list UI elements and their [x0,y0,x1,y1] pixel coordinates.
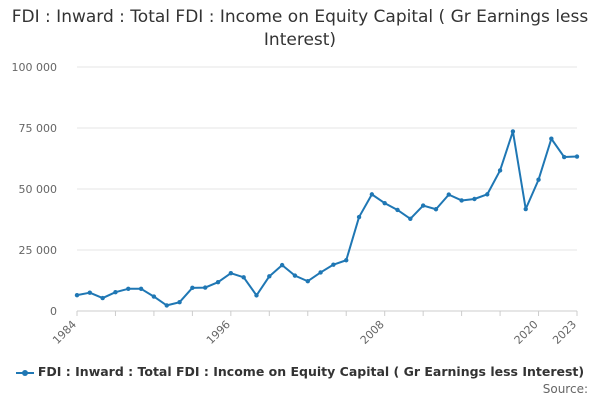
data-point[interactable] [561,154,567,160]
data-point[interactable] [74,292,80,298]
data-point[interactable] [420,203,426,208]
data-point[interactable] [292,273,298,278]
data-point[interactable] [446,192,451,197]
data-point[interactable] [177,300,182,305]
y-tick-label: 25 000 [19,244,58,257]
data-point[interactable] [497,168,503,173]
data-point[interactable] [459,198,464,203]
data-point[interactable] [485,192,490,197]
data-point[interactable] [382,200,387,206]
data-point[interactable] [228,270,234,276]
data-point[interactable] [87,290,93,295]
data-point[interactable] [549,136,554,141]
y-tick-label: 75 000 [19,122,58,135]
data-point[interactable] [241,275,246,280]
data-point[interactable] [344,258,349,263]
data-point[interactable] [203,285,208,290]
data-point[interactable] [523,206,528,212]
data-point[interactable] [395,207,400,213]
y-tick-label: 100 000 [12,61,58,74]
data-point[interactable] [279,262,285,268]
y-tick-label: 0 [50,305,57,318]
x-tick-label: 2008 [358,318,387,347]
legend[interactable]: FDI : Inward : Total FDI : Income on Equ… [0,364,600,379]
source-label[interactable]: Source: [542,382,588,396]
data-point[interactable] [164,303,169,308]
data-point[interactable] [215,280,221,285]
data-point[interactable] [510,129,516,134]
data-point[interactable] [369,192,375,197]
data-point[interactable] [113,290,118,295]
grid-lines [77,66,577,251]
data-point[interactable] [574,154,580,159]
data-point[interactable] [356,214,362,220]
x-tick-label: 1996 [204,318,233,347]
data-point[interactable] [138,286,144,291]
data-point[interactable] [472,196,477,202]
series-layer [74,129,580,308]
data-point[interactable] [126,286,131,291]
series-line [76,130,578,307]
legend-label: FDI : Inward : Total FDI : Income on Equ… [37,364,585,379]
data-point[interactable] [331,262,336,267]
chart-title: FDI : Inward : Total FDI : Income on Equ… [11,7,589,50]
x-tick-label: 2020 [512,318,541,347]
data-point[interactable] [267,274,272,279]
data-point[interactable] [408,216,413,221]
axes: 0 25 000 50 000 75 000 100 000 1984 1996 2008 20… [12,61,580,347]
x-tick-label: 1984 [50,318,79,347]
data-point[interactable] [305,279,310,284]
data-point[interactable] [190,285,195,291]
y-tick-label: 50 000 [19,183,58,196]
data-point[interactable] [536,177,541,182]
data-point[interactable] [433,207,439,212]
x-tick-label: 2023 [550,318,579,347]
data-point[interactable] [151,294,157,299]
data-point[interactable] [254,293,259,298]
data-point[interactable] [318,270,323,275]
data-point[interactable] [100,295,105,301]
legend-marker-icon [15,368,34,378]
